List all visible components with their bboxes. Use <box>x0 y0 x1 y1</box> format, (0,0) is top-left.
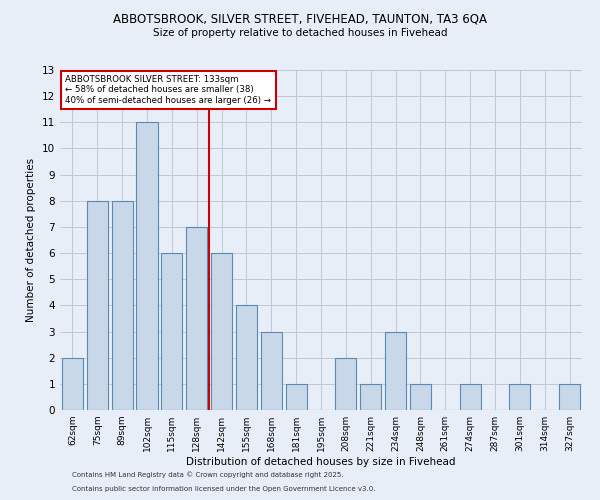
Bar <box>186 227 207 410</box>
Bar <box>112 201 133 410</box>
Text: Size of property relative to detached houses in Fivehead: Size of property relative to detached ho… <box>153 28 447 38</box>
Y-axis label: Number of detached properties: Number of detached properties <box>26 158 37 322</box>
Bar <box>460 384 481 410</box>
Text: Contains HM Land Registry data © Crown copyright and database right 2025.: Contains HM Land Registry data © Crown c… <box>72 471 343 478</box>
Bar <box>62 358 83 410</box>
Bar <box>360 384 381 410</box>
Bar <box>385 332 406 410</box>
Bar <box>559 384 580 410</box>
Bar <box>87 201 108 410</box>
X-axis label: Distribution of detached houses by size in Fivehead: Distribution of detached houses by size … <box>186 457 456 467</box>
Bar <box>286 384 307 410</box>
Bar <box>211 253 232 410</box>
Bar <box>261 332 282 410</box>
Bar <box>236 306 257 410</box>
Text: ABBOTSBROOK, SILVER STREET, FIVEHEAD, TAUNTON, TA3 6QA: ABBOTSBROOK, SILVER STREET, FIVEHEAD, TA… <box>113 12 487 26</box>
Text: Contains public sector information licensed under the Open Government Licence v3: Contains public sector information licen… <box>72 486 376 492</box>
Bar <box>161 253 182 410</box>
Bar <box>136 122 158 410</box>
Text: ABBOTSBROOK SILVER STREET: 133sqm
← 58% of detached houses are smaller (38)
40% : ABBOTSBROOK SILVER STREET: 133sqm ← 58% … <box>65 75 271 105</box>
Bar <box>410 384 431 410</box>
Bar <box>509 384 530 410</box>
Bar <box>335 358 356 410</box>
